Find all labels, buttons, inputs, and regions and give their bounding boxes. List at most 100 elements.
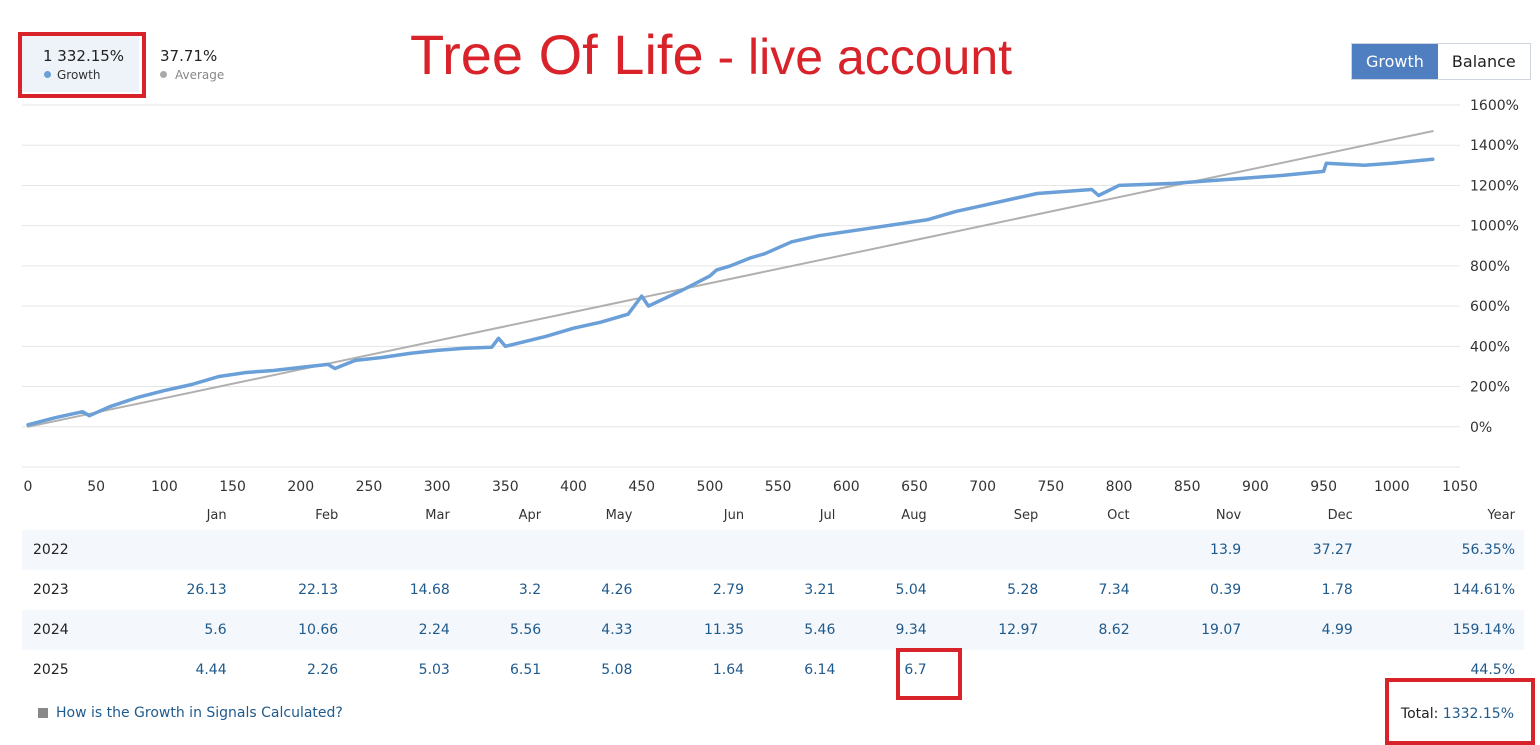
month-value-cell[interactable]: 5.04 <box>895 582 927 598</box>
x-tick-label: 1000 <box>1374 479 1410 495</box>
growth-chart: 0% 200% 400% 600% 800% 1000% 1200% 1400% 1600% 0 5… <box>22 98 1519 495</box>
month-value-cell <box>844 530 935 570</box>
year-total-cell[interactable]: 44.5% <box>1470 662 1515 678</box>
table-row: 2022 13.9 37.27 56.35% <box>22 530 1524 570</box>
month-value-cell[interactable]: 10.66 <box>298 622 339 638</box>
x-tick-label: 350 <box>492 479 519 495</box>
overlay-title: Tree Of Life - live account <box>410 22 1012 87</box>
month-value-cell <box>1139 650 1251 690</box>
overlay-title-main: Tree Of Life <box>410 23 704 86</box>
month-value-cell <box>1047 650 1138 690</box>
growth-legend-dot <box>44 71 51 78</box>
average-series-line <box>27 130 1434 428</box>
overlay-title-sub: - live account <box>703 29 1013 85</box>
month-value-cell[interactable]: 14.68 <box>409 582 450 598</box>
row-year: 2023 <box>33 582 69 598</box>
x-tick-label: 200 <box>287 479 314 495</box>
year-total-cell[interactable]: 159.14% <box>1452 622 1515 638</box>
month-value-cell[interactable]: 4.26 <box>601 582 633 598</box>
balance-tab[interactable]: Balance <box>1437 44 1530 79</box>
month-value-cell[interactable]: 1.78 <box>1321 582 1353 598</box>
month-header: Dec <box>1327 507 1353 523</box>
growth-series-line <box>26 157 1435 427</box>
table-row: 2023 26.13 22.13 14.68 3.2 4.26 2.79 3.21 5.04 5.… <box>22 570 1524 610</box>
month-header: Aug <box>901 507 927 523</box>
month-value-cell[interactable]: 8.62 <box>1098 622 1130 638</box>
month-value-cell[interactable]: 13.9 <box>1210 542 1242 558</box>
month-value-cell[interactable]: 26.13 <box>186 582 227 598</box>
month-value-cell <box>236 530 348 570</box>
x-tick-label: 0 <box>24 479 33 495</box>
x-tick-label: 550 <box>765 479 792 495</box>
month-value-cell <box>459 530 550 570</box>
year-total-cell[interactable]: 56.35% <box>1461 542 1515 558</box>
x-tick-label: 100 <box>151 479 178 495</box>
growth-tab[interactable]: Growth <box>1352 44 1438 79</box>
month-value-cell[interactable]: 11.35 <box>703 622 745 638</box>
year-total-cell[interactable]: 144.61% <box>1452 582 1515 598</box>
x-tick-label: 850 <box>1174 479 1201 495</box>
growth-stat[interactable]: 1 332.15% Growth <box>19 34 139 92</box>
month-value-cell[interactable]: 9.34 <box>895 622 927 638</box>
month-value-cell[interactable]: 4.99 <box>1321 622 1353 638</box>
x-tick-label: 50 <box>87 479 105 495</box>
x-tick-label: 150 <box>219 479 246 495</box>
growth-value: 1 332.15% <box>43 47 125 65</box>
month-value-cell[interactable]: 1.64 <box>712 662 745 678</box>
month-value-cell[interactable]: 5.28 <box>1007 582 1039 598</box>
month-value-cell[interactable]: 6.14 <box>804 662 836 678</box>
month-value-cell[interactable]: 6.7 <box>904 662 927 678</box>
month-value-cell[interactable]: 0.39 <box>1210 582 1242 598</box>
month-header: Mar <box>425 507 450 523</box>
month-value-cell[interactable]: 4.44 <box>195 662 227 678</box>
month-value-cell[interactable]: 5.56 <box>509 622 542 638</box>
month-value-cell <box>347 530 459 570</box>
month-value-cell[interactable]: 3.2 <box>518 582 542 598</box>
average-stat[interactable]: 37.71% Average <box>150 34 270 92</box>
month-value-cell[interactable]: 5.6 <box>204 622 227 638</box>
month-value-cell[interactable]: 5.08 <box>601 662 633 678</box>
x-tick-label: 250 <box>356 479 383 495</box>
month-value-cell[interactable]: 19.07 <box>1201 622 1242 638</box>
month-value-cell[interactable]: 6.51 <box>509 662 542 678</box>
row-year: 2024 <box>33 622 69 638</box>
month-value-cell[interactable]: 2.26 <box>307 662 339 678</box>
month-value-cell[interactable]: 12.97 <box>998 622 1039 638</box>
month-header: Jan <box>206 507 227 523</box>
month-value-cell[interactable]: 5.03 <box>418 662 450 678</box>
total-value: 1332.15% <box>1442 706 1514 722</box>
y-tick-label: 800% <box>1470 259 1510 275</box>
month-value-cell[interactable]: 7.34 <box>1098 582 1130 598</box>
month-value-cell[interactable]: 2.79 <box>712 582 745 598</box>
month-value-cell <box>641 530 753 570</box>
x-tick-label: 400 <box>560 479 587 495</box>
x-tick-label: 950 <box>1310 479 1337 495</box>
month-header: Apr <box>518 507 542 523</box>
month-value-cell[interactable]: 22.13 <box>298 582 339 598</box>
month-header: Oct <box>1107 507 1130 523</box>
average-legend-dot <box>160 71 167 78</box>
month-value-cell[interactable]: 3.21 <box>804 582 836 598</box>
growth-calculation-link-text: How is the Growth in Signals Calculated? <box>56 705 343 721</box>
month-value-cell[interactable]: 5.46 <box>804 622 836 638</box>
y-tick-label: 1400% <box>1470 138 1519 154</box>
growth-calculation-link[interactable]: How is the Growth in Signals Calculated? <box>38 705 343 721</box>
table-row: 2025 4.44 2.26 5.03 6.51 5.08 1.64 6.14 6.7 44.5% <box>22 650 1524 690</box>
month-value-cell[interactable]: 37.27 <box>1312 542 1353 558</box>
chart-mode-toggle: Growth Balance <box>1351 43 1531 80</box>
month-header: May <box>605 507 633 523</box>
month-header: Jun <box>723 507 745 523</box>
y-tick-label: 400% <box>1470 339 1510 355</box>
x-tick-label: 1050 <box>1442 479 1478 495</box>
month-header: Jul <box>819 507 836 523</box>
month-value-cell[interactable]: 4.33 <box>601 622 633 638</box>
x-tick-label: 450 <box>628 479 655 495</box>
y-tick-label: 200% <box>1470 380 1510 396</box>
y-tick-label: 0% <box>1470 420 1492 436</box>
month-value-cell[interactable]: 2.24 <box>418 622 450 638</box>
x-tick-label: 750 <box>1037 479 1064 495</box>
y-tick-label: 1600% <box>1470 98 1519 114</box>
aug-2025-highlight-frame <box>896 648 962 700</box>
month-value-cell <box>753 530 844 570</box>
x-tick-label: 600 <box>833 479 860 495</box>
